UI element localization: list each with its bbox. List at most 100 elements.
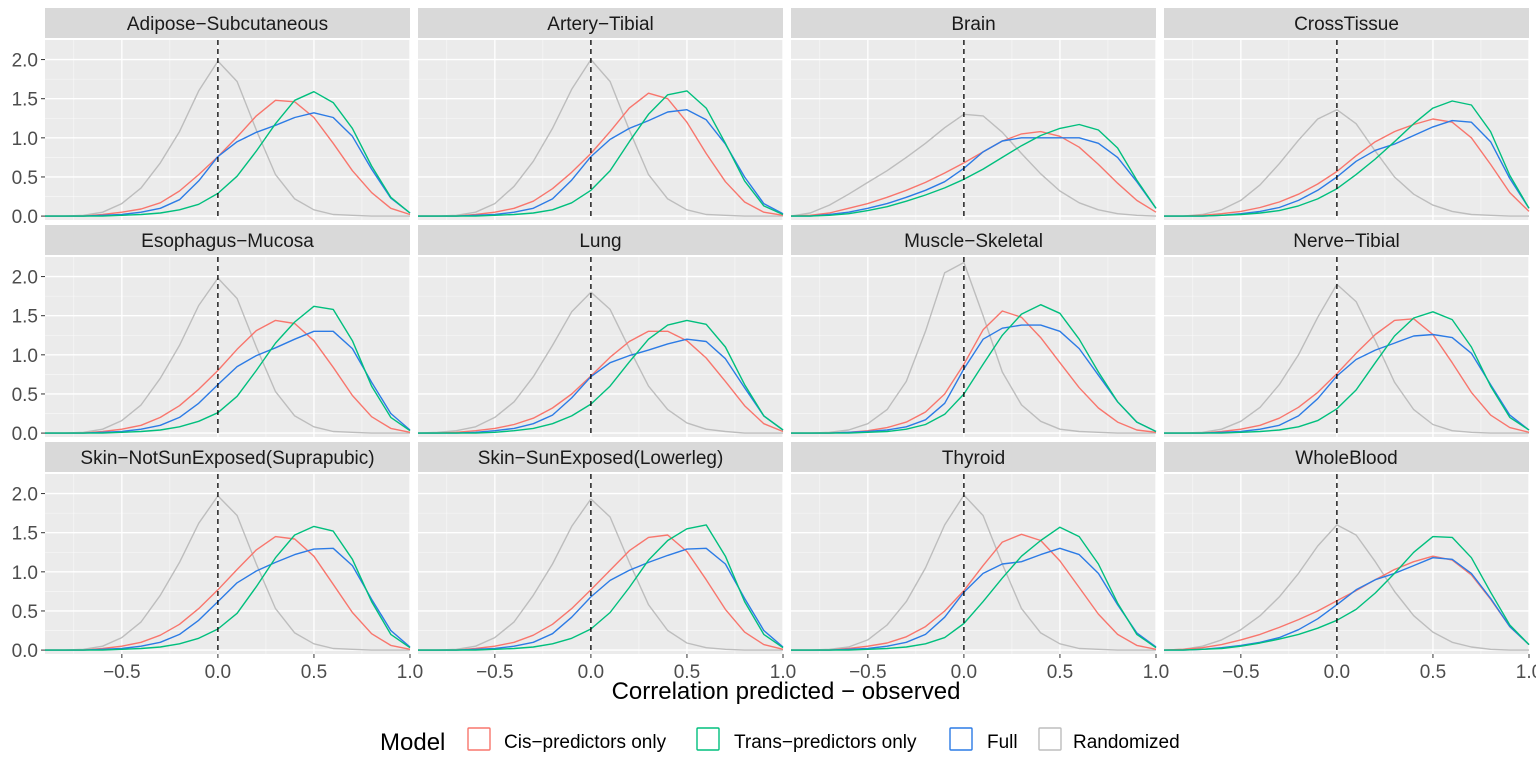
plot-background bbox=[418, 474, 783, 654]
x-tick-label: 0.5 bbox=[301, 662, 327, 683]
density-line-cis bbox=[45, 535, 411, 651]
plot-background bbox=[45, 474, 410, 654]
facet-panel: Adipose−Subcutaneous 0.0 0.5 1.0 1.5 2.0 bbox=[12, 8, 411, 228]
x-tick-label: 1.0 bbox=[770, 662, 796, 683]
y-tick-label: 2.0 bbox=[12, 485, 38, 506]
y-tick-label: 2.0 bbox=[12, 268, 38, 289]
plot-background bbox=[1164, 257, 1529, 437]
y-tick-label: 1.5 bbox=[12, 524, 38, 545]
x-tick-label: 0.0 bbox=[205, 662, 231, 683]
density-line-randomized bbox=[45, 277, 410, 434]
density-line-cis bbox=[791, 533, 1157, 651]
facet-title: Lung bbox=[579, 231, 621, 252]
density-line-trans bbox=[45, 305, 411, 434]
facet-title: Nerve−Tibial bbox=[1293, 231, 1399, 252]
facet-panel: CrossTissue bbox=[1164, 8, 1530, 220]
x-tick-label: −0.5 bbox=[849, 662, 887, 683]
plot-background bbox=[791, 40, 1156, 220]
density-line-trans bbox=[791, 123, 1157, 217]
y-tick-label: 1.5 bbox=[12, 90, 38, 111]
facet-panel: Esophagus−Mucosa 0.0 0.5 1.0 1.5 2.0 bbox=[12, 225, 411, 445]
plot-background bbox=[791, 474, 1156, 654]
facet-title: Muscle−Skeletal bbox=[904, 231, 1043, 252]
density-line-full bbox=[1164, 557, 1530, 651]
y-tick-label: 0.0 bbox=[12, 424, 38, 445]
x-tick-label: 0.0 bbox=[951, 662, 977, 683]
legend-key bbox=[1038, 727, 1062, 751]
density-line-randomized bbox=[1164, 283, 1529, 434]
y-tick-label: 0.5 bbox=[12, 168, 38, 189]
facet-panel: Brain bbox=[790, 8, 1157, 220]
y-tick-label: 2.0 bbox=[12, 51, 38, 72]
legend-label: Full bbox=[987, 732, 1018, 753]
facet-panels: Adipose−Subcutaneous 0.0 0.5 1.0 1.5 2.0 Arter… bbox=[12, 8, 1536, 683]
density-line-randomized bbox=[791, 261, 1156, 434]
plot-background bbox=[45, 257, 410, 437]
legend-entries: Cis−predictors only Trans−predictors only… bbox=[467, 727, 1180, 753]
y-tick-label: 1.0 bbox=[12, 346, 38, 367]
density-line-randomized bbox=[45, 495, 410, 651]
x-tick-label: 0.0 bbox=[578, 662, 604, 683]
facet-panel: WholeBlood −0.5 0.0 0.5 1.0 bbox=[1163, 442, 1536, 683]
legend-label: Randomized bbox=[1073, 732, 1180, 753]
plot-background bbox=[418, 40, 783, 220]
density-line-cis bbox=[45, 99, 411, 217]
density-line-full bbox=[791, 547, 1157, 651]
legend-label: Trans−predictors only bbox=[734, 732, 917, 753]
density-line-full bbox=[45, 112, 411, 217]
x-axis-title: Correlation predicted − observed bbox=[612, 678, 961, 705]
density-line-cis bbox=[418, 92, 784, 217]
facet-strip bbox=[418, 442, 783, 472]
x-tick-label: 1.0 bbox=[1143, 662, 1169, 683]
facet-panel: Nerve−Tibial bbox=[1164, 225, 1530, 437]
density-line-full bbox=[791, 324, 1157, 434]
y-tick-label: 0.5 bbox=[12, 602, 38, 623]
facet-title: WholeBlood bbox=[1295, 448, 1397, 469]
facet-title: Thyroid bbox=[942, 448, 1005, 469]
plot-background bbox=[418, 257, 783, 437]
facet-strip bbox=[791, 8, 1156, 38]
density-line-cis bbox=[1164, 318, 1530, 434]
facet-strip bbox=[45, 225, 410, 255]
legend-key bbox=[949, 727, 973, 751]
density-line-trans bbox=[45, 91, 411, 217]
x-tick-label: 0.5 bbox=[674, 662, 700, 683]
facet-title: Brain bbox=[951, 14, 995, 35]
density-line-randomized bbox=[417, 291, 783, 434]
y-tick-label: 1.5 bbox=[12, 307, 38, 328]
legend-key bbox=[696, 727, 720, 751]
density-line-trans bbox=[418, 524, 784, 651]
density-line-randomized bbox=[1164, 109, 1529, 217]
facet-panel: Skin−SunExposed(Lowerleg) −0.5 0.0 0.5 1.0 bbox=[418, 442, 796, 683]
density-line-cis bbox=[418, 330, 784, 434]
x-tick-label: −0.5 bbox=[1222, 662, 1260, 683]
density-line-full bbox=[791, 137, 1157, 217]
facet-strip bbox=[1164, 225, 1529, 255]
facet-strip bbox=[45, 442, 410, 472]
density-line-cis bbox=[418, 534, 784, 651]
density-line-trans bbox=[1164, 535, 1530, 651]
density-line-randomized bbox=[418, 498, 783, 651]
facet-panel: Artery−Tibial bbox=[418, 8, 784, 220]
density-line-cis bbox=[1163, 555, 1530, 651]
facet-title: Adipose−Subcutaneous bbox=[127, 14, 328, 35]
facet-strip bbox=[791, 442, 1156, 472]
density-line-trans bbox=[791, 304, 1157, 434]
density-line-randomized bbox=[790, 113, 1157, 217]
density-line-trans bbox=[418, 319, 784, 434]
density-line-randomized bbox=[418, 58, 783, 217]
y-tick-label: 1.0 bbox=[12, 129, 38, 150]
facet-panel: Thyroid −0.5 0.0 0.5 1.0 bbox=[791, 442, 1169, 683]
y-tick-label: 1.0 bbox=[12, 563, 38, 584]
density-line-cis bbox=[45, 319, 411, 434]
density-line-trans bbox=[1164, 100, 1530, 217]
facet-strip bbox=[1164, 8, 1529, 38]
x-tick-label: 1.0 bbox=[397, 662, 423, 683]
facet-strip bbox=[45, 8, 410, 38]
x-tick-label: 0.5 bbox=[1047, 662, 1073, 683]
plot-background bbox=[1164, 40, 1529, 220]
density-line-cis bbox=[1164, 118, 1530, 217]
density-line-cis bbox=[790, 130, 1157, 217]
facet-panel: Skin−NotSunExposed(Suprapubic) 0.0 0.5 1.0 1… bbox=[12, 442, 423, 683]
facet-panel: Muscle−Skeletal bbox=[791, 225, 1157, 437]
